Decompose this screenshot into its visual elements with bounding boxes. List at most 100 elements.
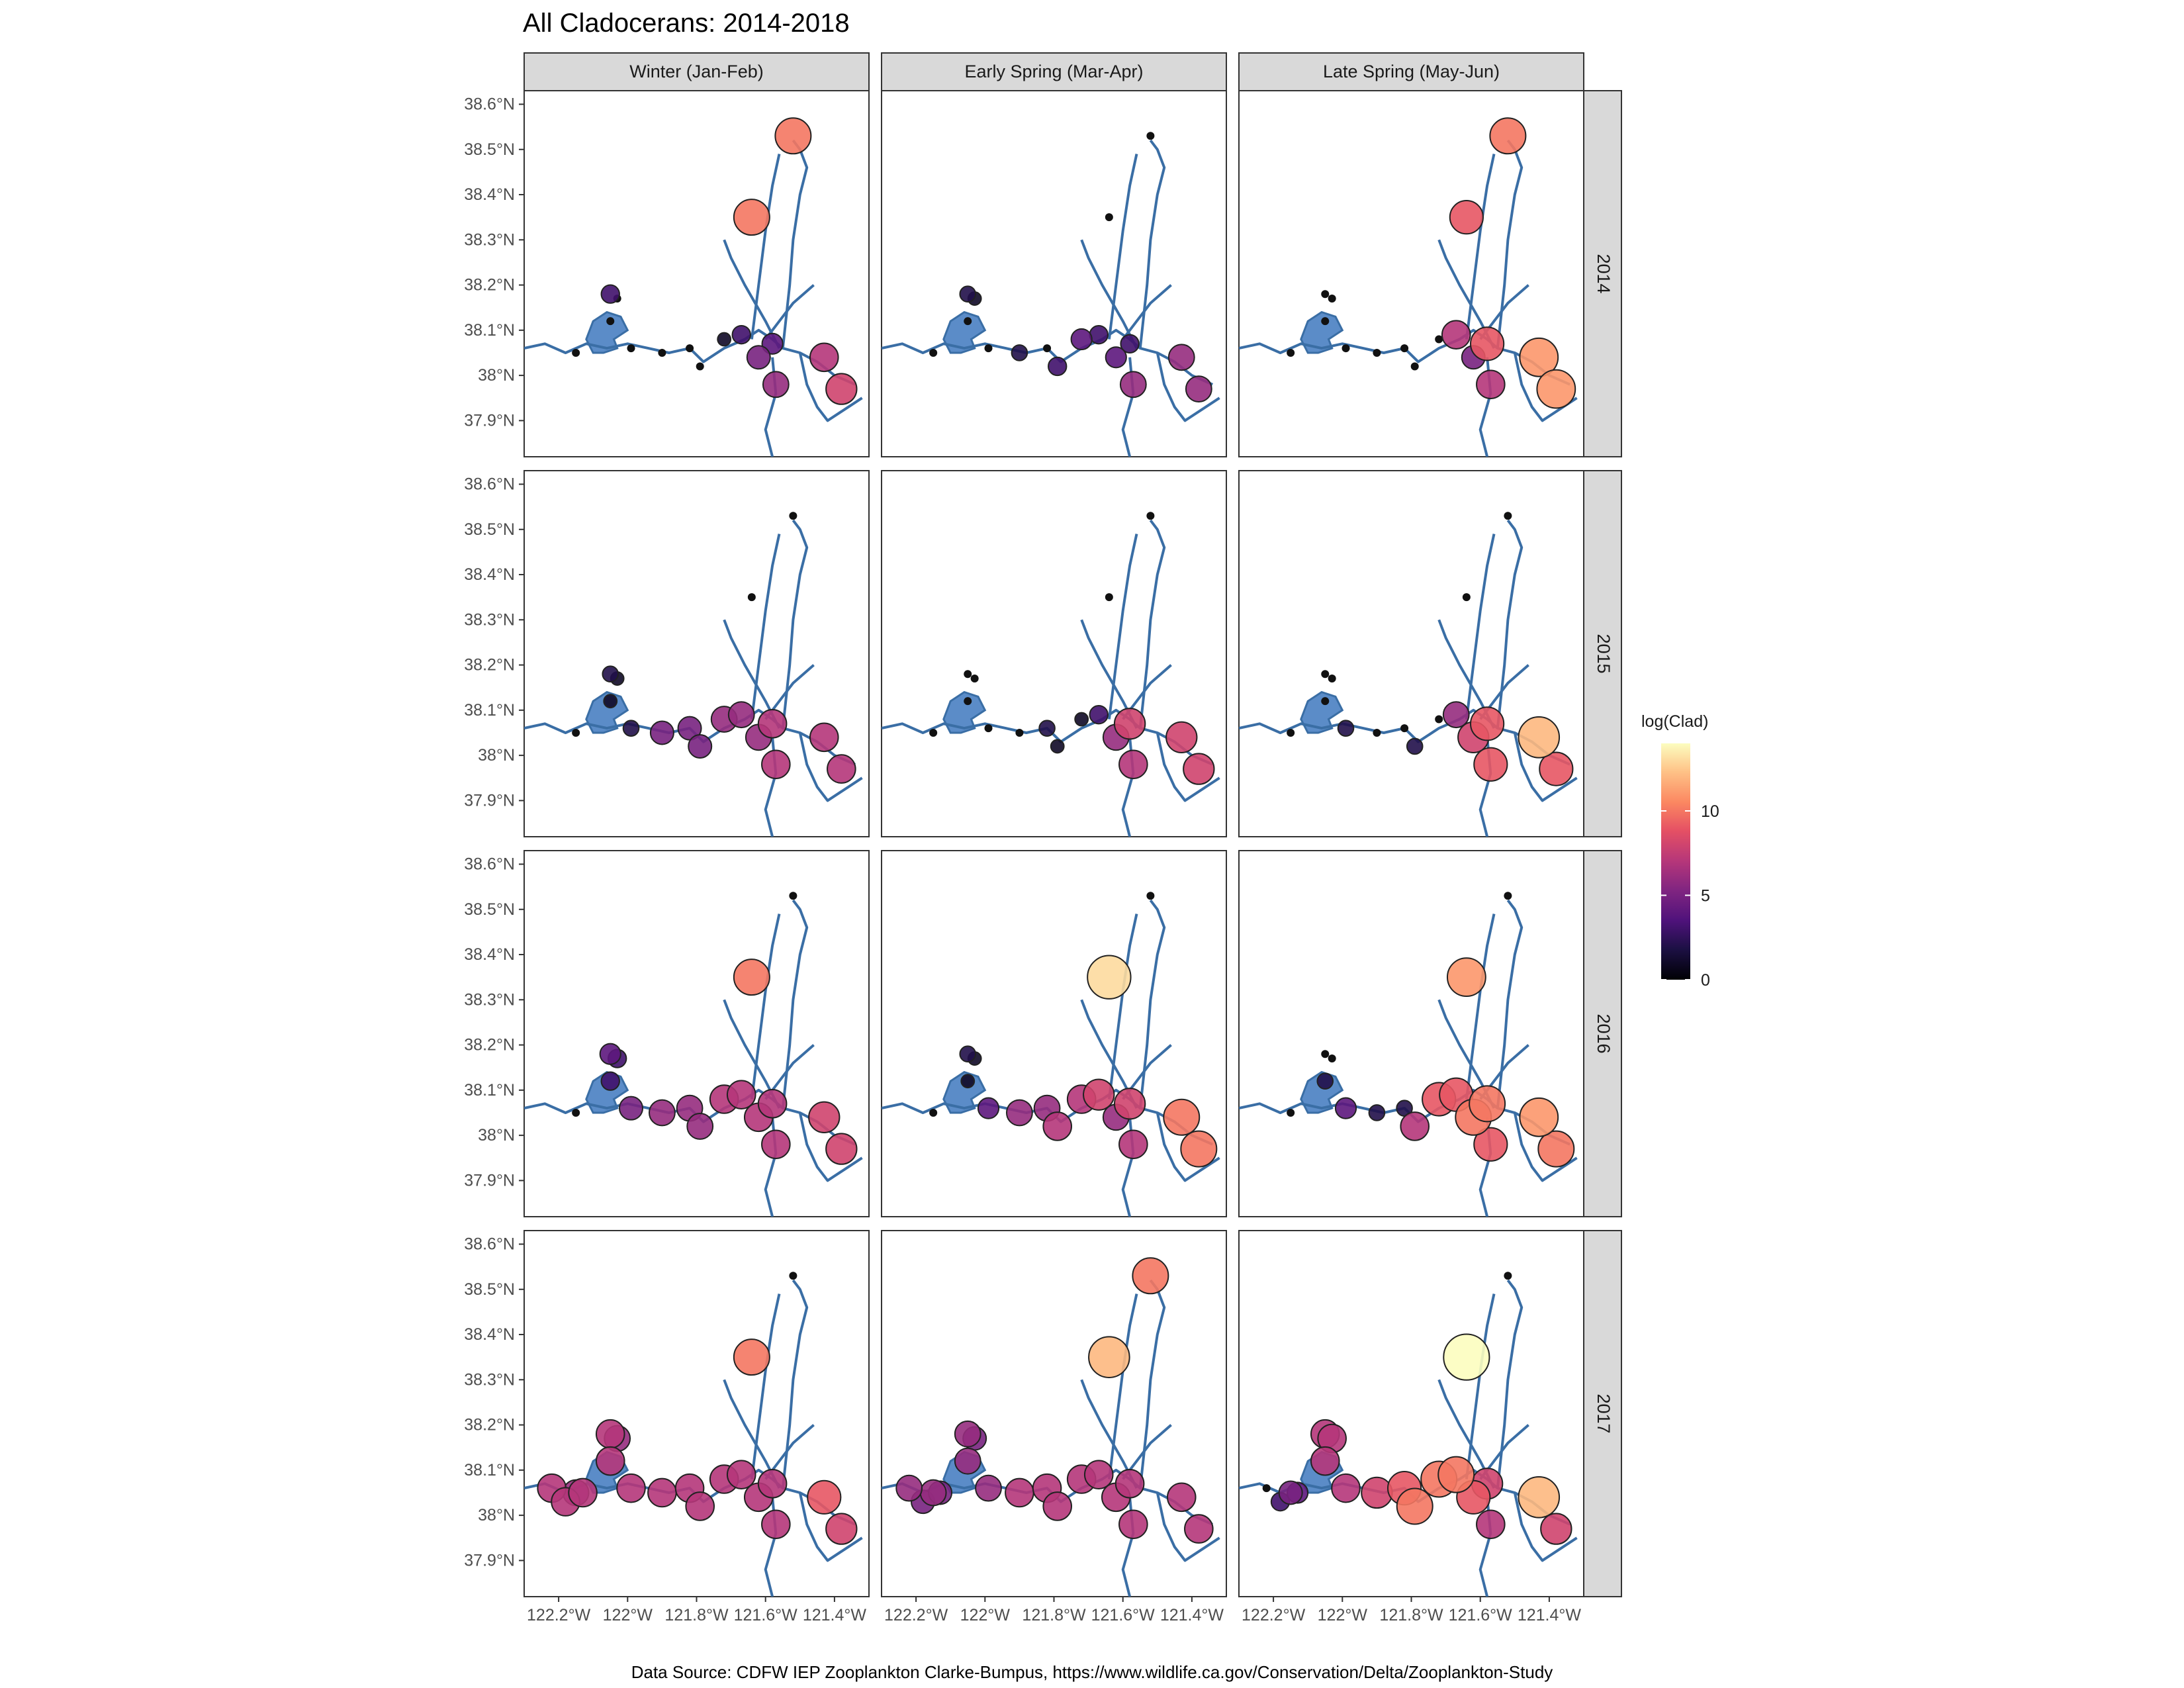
y-tick-label: 38.1°N bbox=[464, 701, 515, 720]
y-tick-label: 37.9°N bbox=[464, 1171, 515, 1190]
river-line bbox=[1513, 1492, 1578, 1562]
y-tick-label: 38.3°N bbox=[464, 610, 515, 629]
station-point bbox=[619, 1096, 644, 1121]
legend-break-label: 10 bbox=[1701, 802, 1719, 821]
station-point bbox=[1537, 1130, 1575, 1168]
station-point bbox=[1539, 751, 1574, 786]
panel-content bbox=[1239, 1272, 1578, 1597]
y-tick-label: 38.6°N bbox=[464, 95, 515, 113]
row-strip-label: 2014 bbox=[1594, 254, 1614, 293]
station-point bbox=[977, 1097, 1000, 1119]
panel-content bbox=[1239, 892, 1578, 1217]
station-point-zero bbox=[1321, 697, 1330, 706]
station-point bbox=[960, 1074, 976, 1089]
river-line bbox=[1122, 284, 1172, 340]
facet-panel-2015-3 bbox=[1238, 470, 1584, 837]
legend-title: log(Clad) bbox=[1641, 712, 1708, 731]
station-point-zero bbox=[1400, 724, 1409, 733]
facet-panel-2015-1 bbox=[523, 470, 870, 837]
y-axis-row-2017: 38.6°N 38.5°N 38.4°N 38.3°N 38.2°N 38.1°N 38°N… bbox=[464, 1235, 524, 1570]
panel-content bbox=[524, 892, 863, 1217]
y-tick-label: 38.6°N bbox=[464, 475, 515, 493]
row-strip-label: 2017 bbox=[1594, 1393, 1614, 1433]
station-point bbox=[757, 1469, 788, 1499]
station-point bbox=[975, 1474, 1002, 1502]
station-point-zero bbox=[1328, 295, 1336, 303]
y-tick-label: 37.9°N bbox=[464, 791, 515, 810]
y-axis-row-2014: 38.6°N 38.5°N 38.4°N 38.3°N 38.2°N 38.1°N 38°N… bbox=[464, 95, 524, 430]
river-line bbox=[1138, 519, 1166, 729]
panel-border bbox=[881, 1230, 1227, 1597]
x-axis-col-3: 122.2°W 122°W 121.8°W 121.6°W 121.4°W bbox=[1242, 1597, 1581, 1624]
x-tick-label: 121.4°W bbox=[1160, 1606, 1224, 1624]
station-point bbox=[1038, 720, 1056, 737]
bay-water-shape bbox=[1300, 690, 1344, 734]
column-strip-label: Late Spring (May-Jun) bbox=[1323, 62, 1500, 81]
river-line bbox=[1513, 732, 1578, 802]
station-point bbox=[1519, 1097, 1559, 1137]
station-point bbox=[761, 1129, 791, 1160]
facet-panel-2014-3 bbox=[1238, 90, 1584, 457]
x-tick-label: 122°W bbox=[603, 1606, 653, 1624]
station-point bbox=[600, 284, 620, 304]
station-point bbox=[757, 709, 788, 739]
station-point bbox=[1310, 1446, 1340, 1476]
station-point bbox=[1167, 344, 1195, 371]
station-point bbox=[1368, 1104, 1386, 1121]
color-legend: log(Clad) 0 5 10 bbox=[1641, 712, 1719, 990]
station-point bbox=[809, 342, 839, 373]
x-axis-col-2: 122.2°W 122°W 121.8°W 121.6°W 121.4°W bbox=[884, 1597, 1224, 1624]
station-point bbox=[1406, 737, 1424, 755]
station-point bbox=[1042, 1111, 1073, 1141]
river-line bbox=[723, 239, 781, 350]
panel-border bbox=[1238, 90, 1584, 457]
station-point-zero bbox=[1321, 1050, 1330, 1058]
station-point bbox=[1089, 324, 1109, 345]
river-line bbox=[798, 352, 863, 422]
x-tick-label: 121.8°W bbox=[1379, 1606, 1443, 1624]
station-point-zero bbox=[1435, 715, 1443, 724]
station-point bbox=[1165, 721, 1198, 754]
station-point bbox=[919, 1479, 947, 1507]
station-point bbox=[1163, 1098, 1201, 1136]
y-tick-label: 38.1°N bbox=[464, 1461, 515, 1479]
y-tick-label: 38.2°N bbox=[464, 656, 515, 675]
station-point bbox=[717, 332, 732, 347]
row-strip-label: 2015 bbox=[1594, 633, 1614, 673]
station-point bbox=[1183, 753, 1215, 785]
x-tick-label: 122°W bbox=[1318, 1606, 1368, 1624]
y-tick-label: 38°N bbox=[478, 1506, 515, 1524]
y-tick-label: 38.3°N bbox=[464, 230, 515, 249]
station-point bbox=[809, 722, 839, 753]
station-point bbox=[959, 285, 977, 303]
river-line bbox=[1156, 352, 1220, 422]
panel-content bbox=[1239, 512, 1578, 837]
station-point bbox=[1519, 337, 1559, 377]
river-line bbox=[1138, 139, 1166, 349]
y-axis-row-2015: 38.6°N 38.5°N 38.4°N 38.3°N 38.2°N 38.1°N 38°N… bbox=[464, 475, 524, 810]
station-point bbox=[733, 199, 770, 236]
panel-border bbox=[1238, 1230, 1584, 1597]
station-point bbox=[954, 1447, 981, 1475]
station-point-zero bbox=[1410, 362, 1419, 371]
station-point bbox=[1334, 1097, 1357, 1119]
y-tick-label: 38.1°N bbox=[464, 1081, 515, 1100]
station-point-zero bbox=[789, 512, 797, 520]
row-strip-label: 2016 bbox=[1594, 1013, 1614, 1053]
panel-border bbox=[523, 470, 870, 837]
station-point-zero bbox=[1146, 132, 1155, 140]
column-strip-2: Early Spring (Mar-Apr) bbox=[881, 52, 1227, 91]
station-point-zero bbox=[1287, 728, 1295, 737]
station-point-zero bbox=[1504, 892, 1512, 900]
station-point-zero bbox=[964, 670, 972, 679]
station-point bbox=[1089, 704, 1109, 725]
station-point bbox=[1088, 1336, 1130, 1378]
panel-border bbox=[881, 850, 1227, 1217]
station-point-zero bbox=[747, 593, 756, 602]
station-point bbox=[1185, 375, 1212, 402]
y-axis-row-2016: 38.6°N 38.5°N 38.4°N 38.3°N 38.2°N 38.1°N 38°N… bbox=[464, 855, 524, 1190]
y-tick-label: 38°N bbox=[478, 366, 515, 385]
x-axes: 122.2°W 122°W 121.8°W 121.6°W 121.4°W 122.2°W… bbox=[527, 1597, 1581, 1624]
station-point bbox=[1120, 334, 1140, 354]
